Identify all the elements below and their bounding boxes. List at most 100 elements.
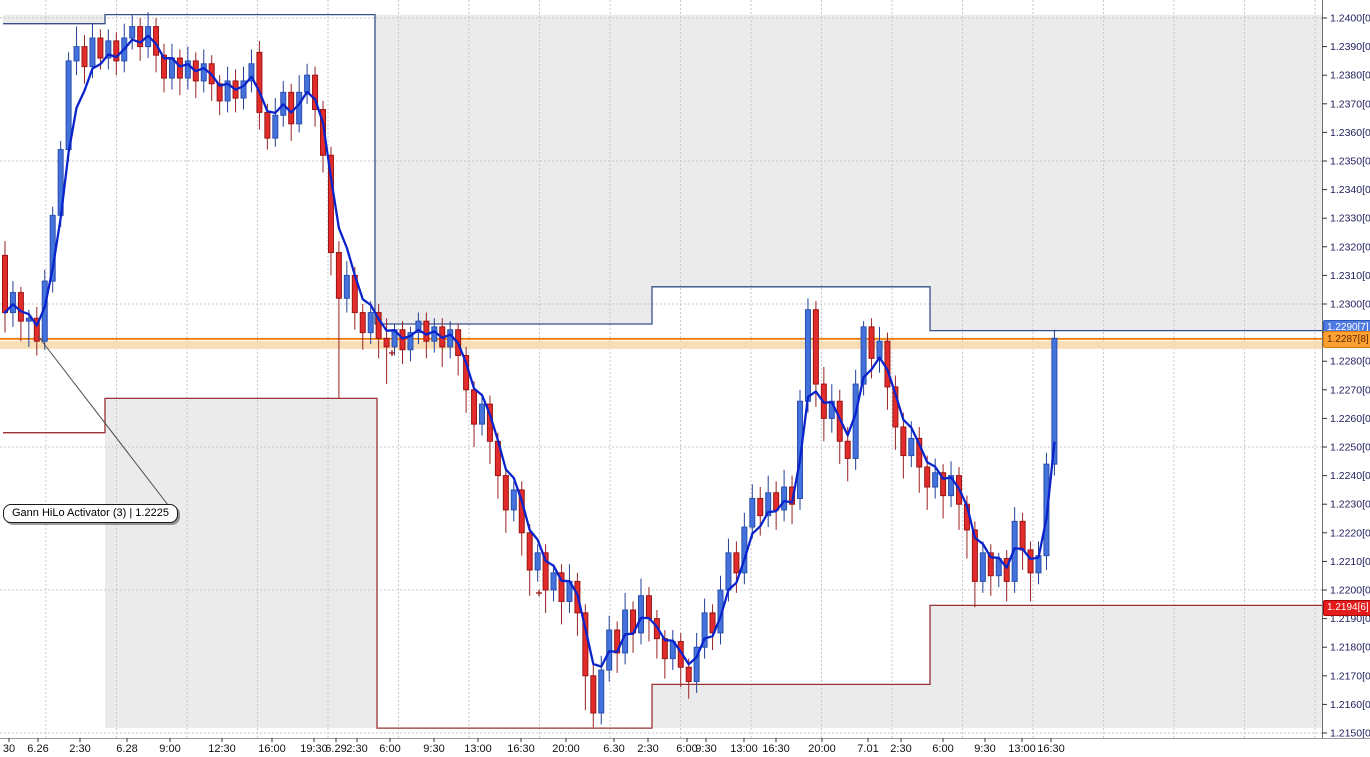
y-axis-label: 1.2330[0] — [1330, 213, 1370, 225]
candle — [860, 321, 867, 396]
tooltip-pointer-line — [37, 335, 169, 506]
x-axis-label: 9:30 — [974, 743, 995, 755]
candle — [542, 544, 549, 613]
x-axis-label: 13:00 — [464, 743, 492, 755]
candle — [17, 286, 24, 342]
candle — [113, 32, 120, 76]
y-axis-label: 1.2290[0] — [1330, 327, 1370, 339]
candle — [312, 66, 319, 127]
candle — [256, 40, 263, 130]
x-axis-label: 6.26 — [27, 743, 48, 755]
candle — [129, 15, 136, 50]
y-axis-label: 1.2260[0] — [1330, 413, 1370, 425]
y-axis-label: 1.2320[0] — [1330, 241, 1370, 253]
x-axis-label: 2:30 — [890, 743, 911, 755]
candle — [407, 326, 414, 362]
candle — [335, 241, 342, 399]
y-axis-label: 1.2220[0] — [1330, 527, 1370, 539]
x-axis-label: 9:00 — [159, 743, 180, 755]
x-axis-label: 9:30 — [423, 743, 444, 755]
x-axis-label: 16:30 — [762, 743, 790, 755]
y-axis-label: 1.2400[0] — [1330, 13, 1370, 25]
y-axis-label: 1.2340[0] — [1330, 184, 1370, 196]
candle — [987, 544, 994, 596]
candle — [534, 544, 541, 582]
x-axis-label: 16:30 — [507, 743, 535, 755]
candle — [940, 464, 947, 519]
x-axis-label: 7.01 — [857, 743, 878, 755]
candle — [932, 458, 939, 499]
candle — [415, 312, 422, 345]
candle — [137, 18, 144, 61]
y-axis-label: 1.2160[0] — [1330, 699, 1370, 711]
x-axis-label: 6.29 — [325, 743, 346, 755]
x-axis-label: 2:30 — [637, 743, 658, 755]
candle — [240, 66, 247, 110]
candle — [105, 29, 112, 70]
candle — [892, 375, 899, 450]
candle — [375, 304, 382, 359]
candle — [399, 321, 406, 365]
y-axis-label: 1.2300[0] — [1330, 299, 1370, 311]
y-axis-label: 1.2230[0] — [1330, 499, 1370, 511]
candle — [359, 304, 366, 350]
candle — [638, 578, 644, 645]
candle — [510, 481, 517, 522]
candle — [781, 469, 788, 522]
candle — [367, 301, 374, 345]
candle — [161, 43, 167, 93]
y-axis-label: 1.2190[0] — [1330, 613, 1370, 625]
x-axis-label: 2:30 — [69, 743, 90, 755]
y-axis-label: 1.2280[0] — [1330, 356, 1370, 368]
x-axis-label: 30 — [3, 743, 15, 755]
x-axis-label: 12:30 — [208, 743, 236, 755]
y-axis-label: 1.2390[0] — [1330, 41, 1370, 53]
y-axis-label: 1.2200[0] — [1330, 585, 1370, 597]
band-zones — [3, 14, 1322, 729]
candle — [176, 49, 183, 96]
y-axis[interactable]: 1.2400[0] 1.2390[0] 1.2380[0] 1.2370[0] 1.23… — [1322, 0, 1370, 757]
y-axis-label: 1.2350[0] — [1330, 156, 1370, 168]
candle — [200, 49, 207, 93]
candle — [733, 541, 740, 593]
candle — [184, 46, 191, 90]
x-axis-label: 6.28 — [116, 743, 137, 755]
y-axis-label: 1.2240[0] — [1330, 470, 1370, 482]
x-axis-label: 20:00 — [552, 743, 580, 755]
x-axis[interactable]: 30 6.26 2:30 6.28 9:00 12:30 16:00 19:306.29 2:3… — [0, 738, 1370, 757]
y-axis-label: 1.2270[0] — [1330, 384, 1370, 396]
candle — [81, 35, 88, 84]
x-axis-label: 19:30 — [300, 743, 328, 755]
candle — [1003, 549, 1010, 602]
candle — [797, 389, 803, 510]
candle — [590, 664, 597, 728]
candle — [709, 604, 716, 651]
candle — [701, 598, 708, 659]
candle — [343, 261, 350, 313]
x-axis-label: 16:30 — [1037, 743, 1065, 755]
x-axis-label: 13:00 — [730, 743, 758, 755]
x-axis-label: 2:30 — [346, 743, 367, 755]
y-axis-label: 1.2210[0] — [1330, 556, 1370, 568]
candle — [765, 475, 772, 528]
candle — [693, 632, 700, 693]
candle — [558, 564, 565, 625]
candle — [979, 541, 986, 593]
y-axis-label: 1.2250[0] — [1330, 442, 1370, 454]
candle — [327, 146, 334, 276]
gann-hilo-upper-line — [3, 13, 1322, 332]
candle — [248, 49, 255, 93]
candle — [272, 98, 279, 147]
candle — [900, 412, 907, 479]
doji-marks — [389, 350, 542, 596]
candle — [224, 66, 231, 113]
candle — [1027, 541, 1034, 602]
candle — [33, 306, 40, 356]
y-axis-label: 1.2370[0] — [1330, 98, 1370, 110]
gann-hilo-lower-line — [3, 397, 1322, 729]
x-axis-label: 6.30 — [603, 743, 624, 755]
x-axis-label: 6:00 — [932, 743, 953, 755]
y-axis-label: 1.2170[0] — [1330, 670, 1370, 682]
y-axis-label: 1.2360[0] — [1330, 127, 1370, 139]
